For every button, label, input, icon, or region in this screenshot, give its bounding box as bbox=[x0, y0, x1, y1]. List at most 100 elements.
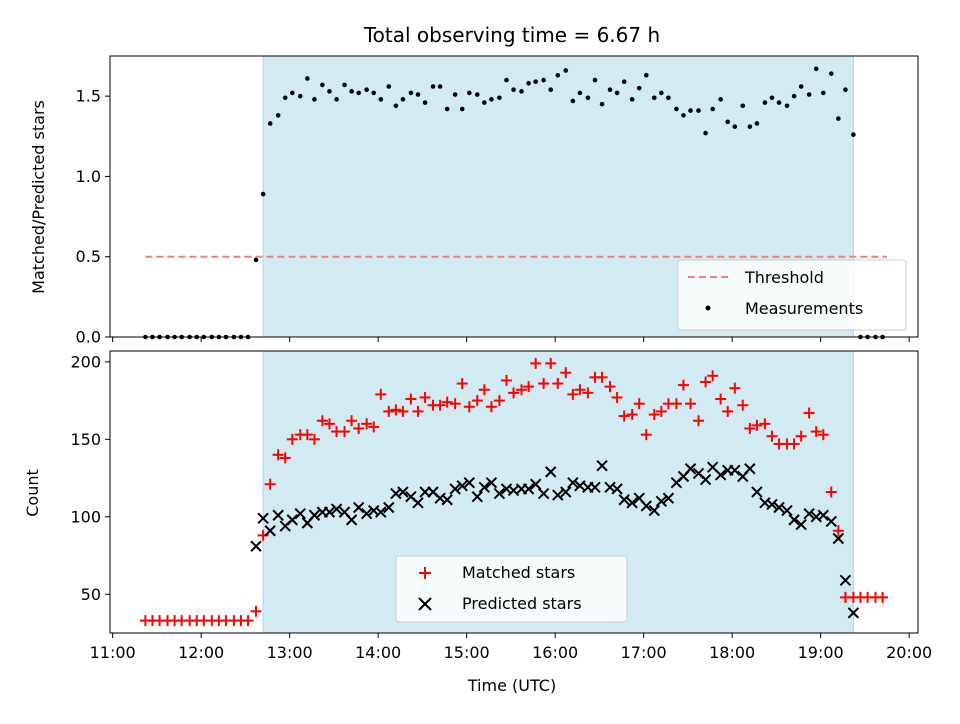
predicted-stars-point bbox=[766, 498, 778, 511]
x-tick-label: 14:00 bbox=[355, 643, 401, 662]
measurements-point bbox=[393, 103, 399, 109]
x-tick-label: 19:00 bbox=[798, 643, 844, 662]
measurements-point bbox=[651, 95, 657, 101]
matched-stars-point bbox=[737, 399, 749, 411]
matched-stars-point bbox=[390, 404, 402, 416]
bottom-y-tick-label: 200 bbox=[70, 352, 101, 371]
measurements-point bbox=[843, 87, 848, 93]
measurements-point bbox=[474, 92, 480, 97]
predicted-stars-point bbox=[596, 459, 608, 472]
bottom-panel: 50 100 150 200 11:00 12:00 13:00 14:00 15:00 16:0… bbox=[23, 350, 932, 695]
top-axes-frame bbox=[109, 55, 919, 338]
measurements-point bbox=[327, 89, 332, 94]
predicted-stars-point bbox=[640, 500, 653, 512]
predicted-stars-point bbox=[648, 504, 660, 517]
top-panel: 0.0 0.5 1.0 1.5 Matched/Predicted stars Thr… bbox=[29, 55, 919, 347]
measurements-point bbox=[607, 87, 613, 93]
measurements-point bbox=[430, 84, 436, 89]
measurements-point bbox=[342, 82, 347, 88]
top-legend: Threshold Measurements bbox=[677, 259, 907, 331]
predicted-stars-point bbox=[567, 476, 579, 489]
matched-stars-point bbox=[552, 378, 564, 390]
matched-stars-point bbox=[361, 418, 373, 430]
predicted-stars-point bbox=[699, 473, 712, 486]
predicted-stars-point bbox=[323, 506, 336, 518]
matched-stars-point bbox=[604, 381, 616, 393]
predicted-stars-point bbox=[832, 532, 845, 545]
measurements-point bbox=[710, 106, 715, 112]
matched-stars-point bbox=[545, 357, 557, 369]
top-plot-area: 0.0 0.5 1.0 1.5 bbox=[76, 55, 919, 347]
matched-stars-point bbox=[405, 393, 417, 405]
predicted-stars-point bbox=[286, 514, 299, 526]
predicted-stars-point bbox=[345, 514, 358, 526]
matched-stars-point bbox=[449, 398, 461, 410]
matched-stars-point bbox=[655, 405, 667, 417]
x-tick-label: 15:00 bbox=[444, 643, 490, 662]
measurements-point bbox=[621, 79, 627, 84]
measurements-point bbox=[784, 103, 790, 109]
measurements-point bbox=[444, 106, 450, 112]
measurements-point bbox=[260, 191, 266, 197]
predicted-stars-point bbox=[626, 497, 638, 509]
matched-stars-point bbox=[640, 429, 652, 441]
measurements-point bbox=[718, 97, 723, 102]
matched-stars-point bbox=[419, 391, 431, 403]
matched-stars-point bbox=[677, 379, 689, 391]
predicted-stars-point bbox=[729, 464, 741, 477]
matched-stars-point bbox=[353, 422, 365, 434]
x-tick-label: 20:00 bbox=[886, 643, 932, 662]
matched-stars-point bbox=[346, 415, 358, 427]
measurements-point bbox=[776, 100, 782, 105]
matched-stars-point bbox=[825, 486, 837, 498]
matched-stars-point bbox=[751, 419, 763, 431]
x-tick-label: 16:00 bbox=[532, 643, 578, 662]
matched-stars-point bbox=[744, 422, 756, 434]
matched-stars-point bbox=[279, 452, 291, 464]
matched-stars-point bbox=[670, 398, 682, 410]
legend-measurements-swatch bbox=[705, 305, 711, 311]
measurements-point bbox=[666, 95, 671, 101]
predicted-stars-point bbox=[714, 469, 727, 481]
predicted-stars-point bbox=[817, 509, 830, 521]
bottom-legend: Matched stars Predicted stars bbox=[395, 555, 628, 623]
predicted-stars-point bbox=[781, 504, 793, 517]
matched-stars-point bbox=[264, 478, 276, 490]
matched-stars-point bbox=[375, 388, 387, 400]
measurements-point bbox=[806, 92, 812, 97]
measurements-point bbox=[614, 90, 620, 96]
x-tick-label: 17:00 bbox=[621, 643, 667, 662]
measurements-point bbox=[541, 77, 546, 83]
predicted-stars-point bbox=[360, 507, 373, 520]
measurements-point bbox=[681, 113, 686, 118]
predicted-stars-point bbox=[589, 481, 601, 494]
matched-stars-point bbox=[308, 433, 320, 445]
measurements-point bbox=[459, 106, 465, 112]
predicted-stars-point bbox=[478, 481, 491, 494]
bottom-legend-box bbox=[395, 555, 628, 623]
measurements-point bbox=[828, 71, 834, 76]
predicted-stars-point bbox=[257, 512, 269, 525]
matched-stars-point bbox=[272, 449, 284, 461]
matched-stars-point bbox=[574, 384, 586, 396]
predicted-stars-point bbox=[751, 486, 763, 498]
predicted-stars-point bbox=[788, 514, 800, 526]
measurements-point bbox=[437, 84, 443, 89]
measurements-point bbox=[629, 97, 635, 102]
matched-stars-point bbox=[523, 381, 535, 393]
measurements-point bbox=[725, 119, 731, 125]
x-tick-label: 13:00 bbox=[267, 643, 313, 662]
top-y-tick-label: 0.5 bbox=[76, 247, 101, 266]
measurements-point bbox=[305, 76, 310, 81]
measurements-point bbox=[408, 90, 414, 96]
matched-stars-point bbox=[803, 407, 815, 419]
measurements-point bbox=[798, 84, 804, 89]
predicted-stars-point bbox=[272, 509, 284, 521]
chart-title: Total observing time = 6.67 h bbox=[363, 23, 660, 47]
matched-stars-point bbox=[832, 525, 844, 537]
predicted-stars-point bbox=[529, 478, 542, 490]
legend-matched-label: Matched stars bbox=[462, 563, 575, 582]
bottom-y-tick-label: 100 bbox=[70, 507, 101, 526]
predicted-stars-point bbox=[825, 515, 837, 528]
measurements-point bbox=[422, 100, 428, 105]
